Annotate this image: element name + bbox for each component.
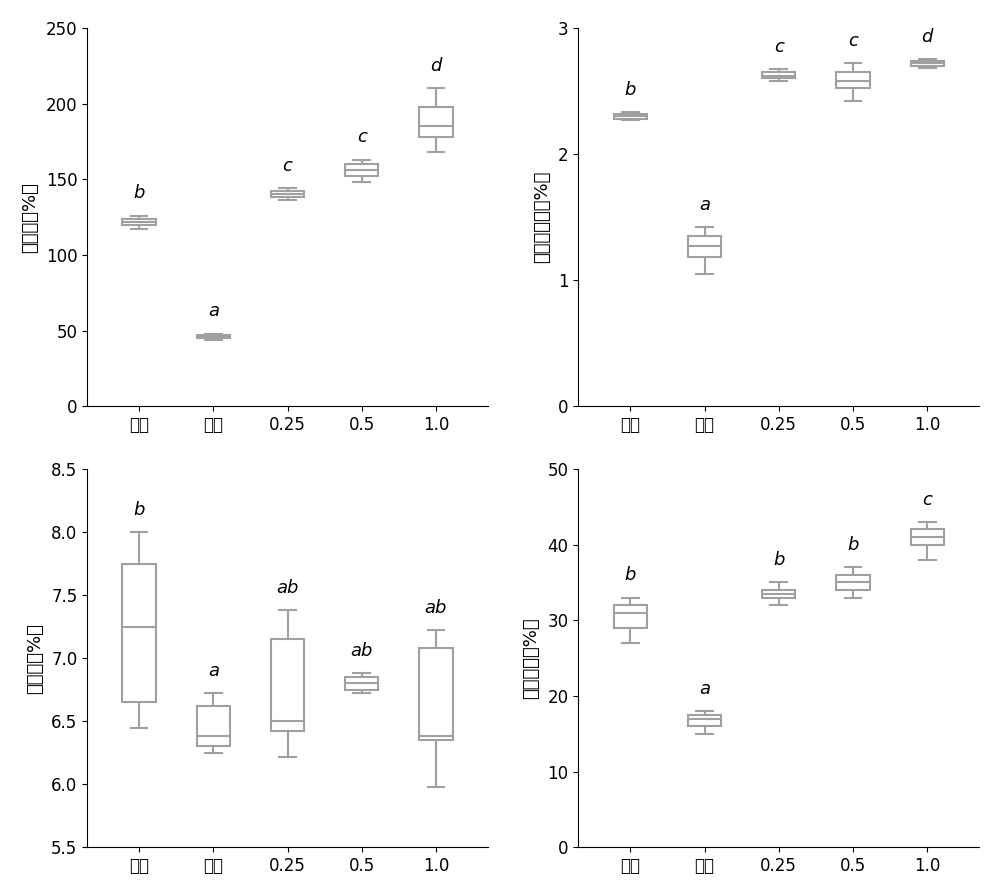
PathPatch shape bbox=[911, 61, 944, 65]
Y-axis label: 摄食率（%）: 摄食率（%） bbox=[26, 623, 44, 694]
Text: a: a bbox=[699, 680, 710, 698]
PathPatch shape bbox=[122, 219, 156, 225]
PathPatch shape bbox=[688, 715, 721, 727]
Text: b: b bbox=[133, 501, 145, 519]
Text: a: a bbox=[208, 662, 219, 680]
PathPatch shape bbox=[122, 564, 156, 702]
PathPatch shape bbox=[345, 677, 378, 690]
PathPatch shape bbox=[345, 164, 378, 177]
PathPatch shape bbox=[614, 114, 647, 118]
Text: b: b bbox=[773, 551, 784, 569]
Text: c: c bbox=[357, 128, 367, 146]
Text: ab: ab bbox=[425, 599, 447, 617]
PathPatch shape bbox=[762, 590, 795, 598]
Text: d: d bbox=[922, 28, 933, 46]
PathPatch shape bbox=[911, 530, 944, 545]
Text: c: c bbox=[922, 491, 932, 509]
Text: a: a bbox=[208, 303, 219, 321]
Y-axis label: 特定生长率（%）: 特定生长率（%） bbox=[533, 171, 551, 263]
Y-axis label: 增重率（%）: 增重率（%） bbox=[21, 182, 39, 253]
PathPatch shape bbox=[419, 648, 453, 740]
PathPatch shape bbox=[197, 335, 230, 339]
Text: ab: ab bbox=[351, 642, 373, 660]
PathPatch shape bbox=[836, 575, 870, 590]
Text: b: b bbox=[133, 185, 145, 202]
Text: c: c bbox=[848, 32, 858, 50]
Text: b: b bbox=[625, 566, 636, 584]
Y-axis label: 饲料效率（%）: 饲料效率（%） bbox=[523, 617, 541, 699]
PathPatch shape bbox=[197, 706, 230, 746]
Text: d: d bbox=[430, 57, 442, 75]
PathPatch shape bbox=[836, 72, 870, 89]
PathPatch shape bbox=[688, 236, 721, 257]
Text: ab: ab bbox=[276, 579, 299, 597]
PathPatch shape bbox=[419, 107, 453, 137]
Text: b: b bbox=[625, 82, 636, 99]
PathPatch shape bbox=[614, 605, 647, 628]
Text: a: a bbox=[699, 196, 710, 214]
PathPatch shape bbox=[271, 639, 304, 731]
Text: c: c bbox=[774, 39, 784, 56]
PathPatch shape bbox=[271, 192, 304, 197]
Text: b: b bbox=[847, 536, 859, 554]
Text: c: c bbox=[283, 157, 292, 175]
PathPatch shape bbox=[762, 72, 795, 78]
